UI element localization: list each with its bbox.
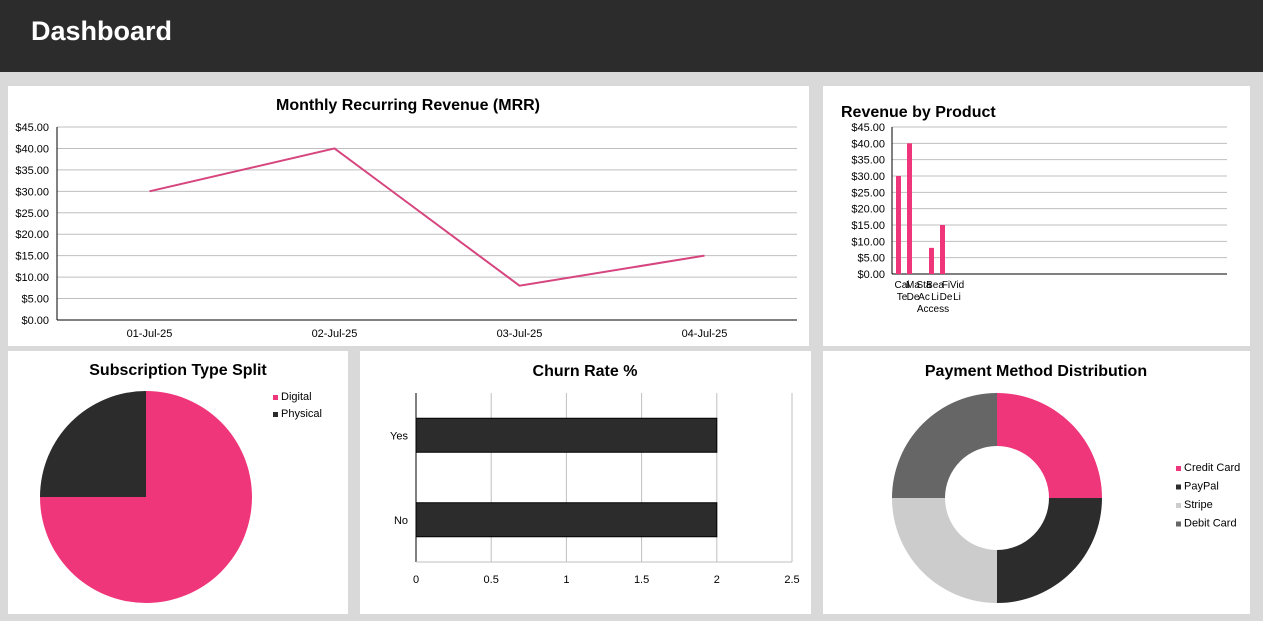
payment-legend-label: Stripe: [1184, 499, 1213, 511]
mrr-x-tick-label: 02-Jul-25: [312, 328, 358, 340]
subscription-chart-panel: Subscription Type Split Digital Physical: [8, 351, 348, 614]
product-y-tick-label: $45.00: [851, 122, 885, 134]
churn-chart-title: Churn Rate %: [533, 363, 638, 380]
product-x-tick-label-line2: De: [940, 292, 953, 303]
product-x-tick-label-line3: Access: [917, 304, 949, 315]
product-y-tick-label: $5.00: [857, 253, 885, 265]
payment-chart-panel: Payment Method Distribution Credit Card P…: [823, 351, 1250, 614]
payment-slice: [997, 393, 1102, 498]
churn-x-tick-label: 1.5: [634, 574, 649, 586]
subscription-legend-swatch: [273, 395, 278, 400]
churn-chart: Churn Rate % Yes No 0 0.5 1 1.5 2 2.5: [390, 363, 800, 586]
mrr-y-tick-label: $0.00: [21, 315, 49, 327]
churn-bar: [415, 417, 718, 453]
product-chart-title: Revenue by Product: [841, 104, 996, 121]
mrr-chart-title: Monthly Recurring Revenue (MRR): [276, 97, 540, 114]
product-x-tick-label: Vid: [950, 280, 964, 291]
product-x-tick-label: Fi: [942, 280, 950, 291]
subscription-chart: Subscription Type Split Digital Physical: [40, 362, 322, 603]
churn-category-label: Yes: [390, 430, 408, 442]
product-bar: [896, 176, 901, 274]
product-y-tick-label: $10.00: [851, 236, 885, 248]
mrr-x-tick-label: 04-Jul-25: [682, 328, 728, 340]
mrr-y-tick-label: $40.00: [15, 143, 49, 155]
product-x-tick-label: Sta: [916, 280, 931, 291]
payment-slice: [892, 393, 997, 498]
mrr-y-tick-label: $20.00: [15, 229, 49, 241]
payment-legend-label: PayPal: [1184, 481, 1219, 493]
mrr-y-tick-label: $45.00: [15, 122, 49, 134]
payment-slice: [997, 498, 1102, 603]
payment-legend-label: Credit Card: [1184, 462, 1240, 474]
product-y-tick-label: $25.00: [851, 187, 885, 199]
payment-legend-swatch: [1176, 484, 1181, 490]
subscription-legend-swatch: [273, 412, 278, 417]
product-x-tick-label-line2: Ac: [918, 292, 930, 303]
churn-chart-panel: Churn Rate % Yes No 0 0.5 1 1.5 2 2.5: [360, 351, 811, 614]
product-x-tick-label: Bea: [926, 280, 944, 291]
churn-category-label: No: [394, 515, 408, 527]
churn-x-tick-label: 0.5: [484, 574, 499, 586]
payment-chart-title: Payment Method Distribution: [925, 363, 1147, 380]
payment-legend-label: Debit Card: [1184, 518, 1237, 530]
product-chart-panel: Revenue by Product $0.00 $5.00 $10.00 $15.0…: [823, 86, 1250, 346]
product-bar: [940, 225, 945, 274]
mrr-y-tick-label: $15.00: [15, 251, 49, 263]
subscription-legend-label: Physical: [281, 408, 322, 420]
page-title: Dashboard: [31, 16, 173, 46]
mrr-x-tick-label: 01-Jul-25: [127, 328, 173, 340]
churn-x-tick-label: 1: [563, 574, 569, 586]
product-y-tick-label: $30.00: [851, 171, 885, 183]
product-x-tick-label-line2: De: [907, 292, 920, 303]
product-x-tick-label: Ma: [906, 280, 920, 291]
churn-x-tick-label: 0: [413, 574, 419, 586]
mrr-y-tick-label: $10.00: [15, 272, 49, 284]
product-y-tick-label: $40.00: [851, 138, 885, 150]
subscription-legend-label: Digital: [281, 391, 312, 403]
churn-x-tick-label: 2.5: [784, 574, 799, 586]
payment-legend-swatch: [1176, 521, 1181, 527]
mrr-y-tick-label: $5.00: [21, 294, 49, 306]
product-chart: Revenue by Product $0.00 $5.00 $10.00 $15.0…: [841, 104, 1227, 315]
mrr-chart-panel: Monthly Recurring Revenue (MRR) $0.00 $5.…: [8, 86, 809, 346]
payment-legend-swatch: [1176, 466, 1181, 471]
product-y-tick-label: $15.00: [851, 220, 885, 232]
product-y-tick-label: $0.00: [857, 269, 885, 281]
product-bar: [907, 143, 912, 274]
mrr-y-tick-label: $35.00: [15, 165, 49, 177]
subscription-slice: [40, 391, 146, 497]
mrr-y-tick-label: $30.00: [15, 186, 49, 198]
product-x-tick-label: Cal: [894, 280, 909, 291]
product-bar: [929, 247, 934, 274]
mrr-y-tick-label: $25.00: [15, 208, 49, 220]
payment-slice: [892, 498, 997, 603]
churn-bar: [415, 502, 718, 538]
dashboard-header: Dashboard: [0, 0, 1263, 72]
mrr-x-tick-label: 03-Jul-25: [497, 328, 543, 340]
payment-legend-swatch: [1176, 503, 1181, 508]
product-x-tick-label-line2: Te: [897, 292, 908, 303]
churn-x-tick-label: 2: [714, 574, 720, 586]
mrr-series-line: [149, 147, 705, 287]
mrr-chart: Monthly Recurring Revenue (MRR) $0.00 $5.…: [15, 97, 797, 340]
payment-chart: Payment Method Distribution Credit Card P…: [892, 363, 1240, 603]
product-x-tick-label-line2: Li: [931, 292, 939, 303]
subscription-chart-title: Subscription Type Split: [89, 362, 267, 379]
product-x-tick-label-line2: Li: [953, 292, 961, 303]
product-y-tick-label: $35.00: [851, 155, 885, 167]
product-y-tick-label: $20.00: [851, 204, 885, 216]
